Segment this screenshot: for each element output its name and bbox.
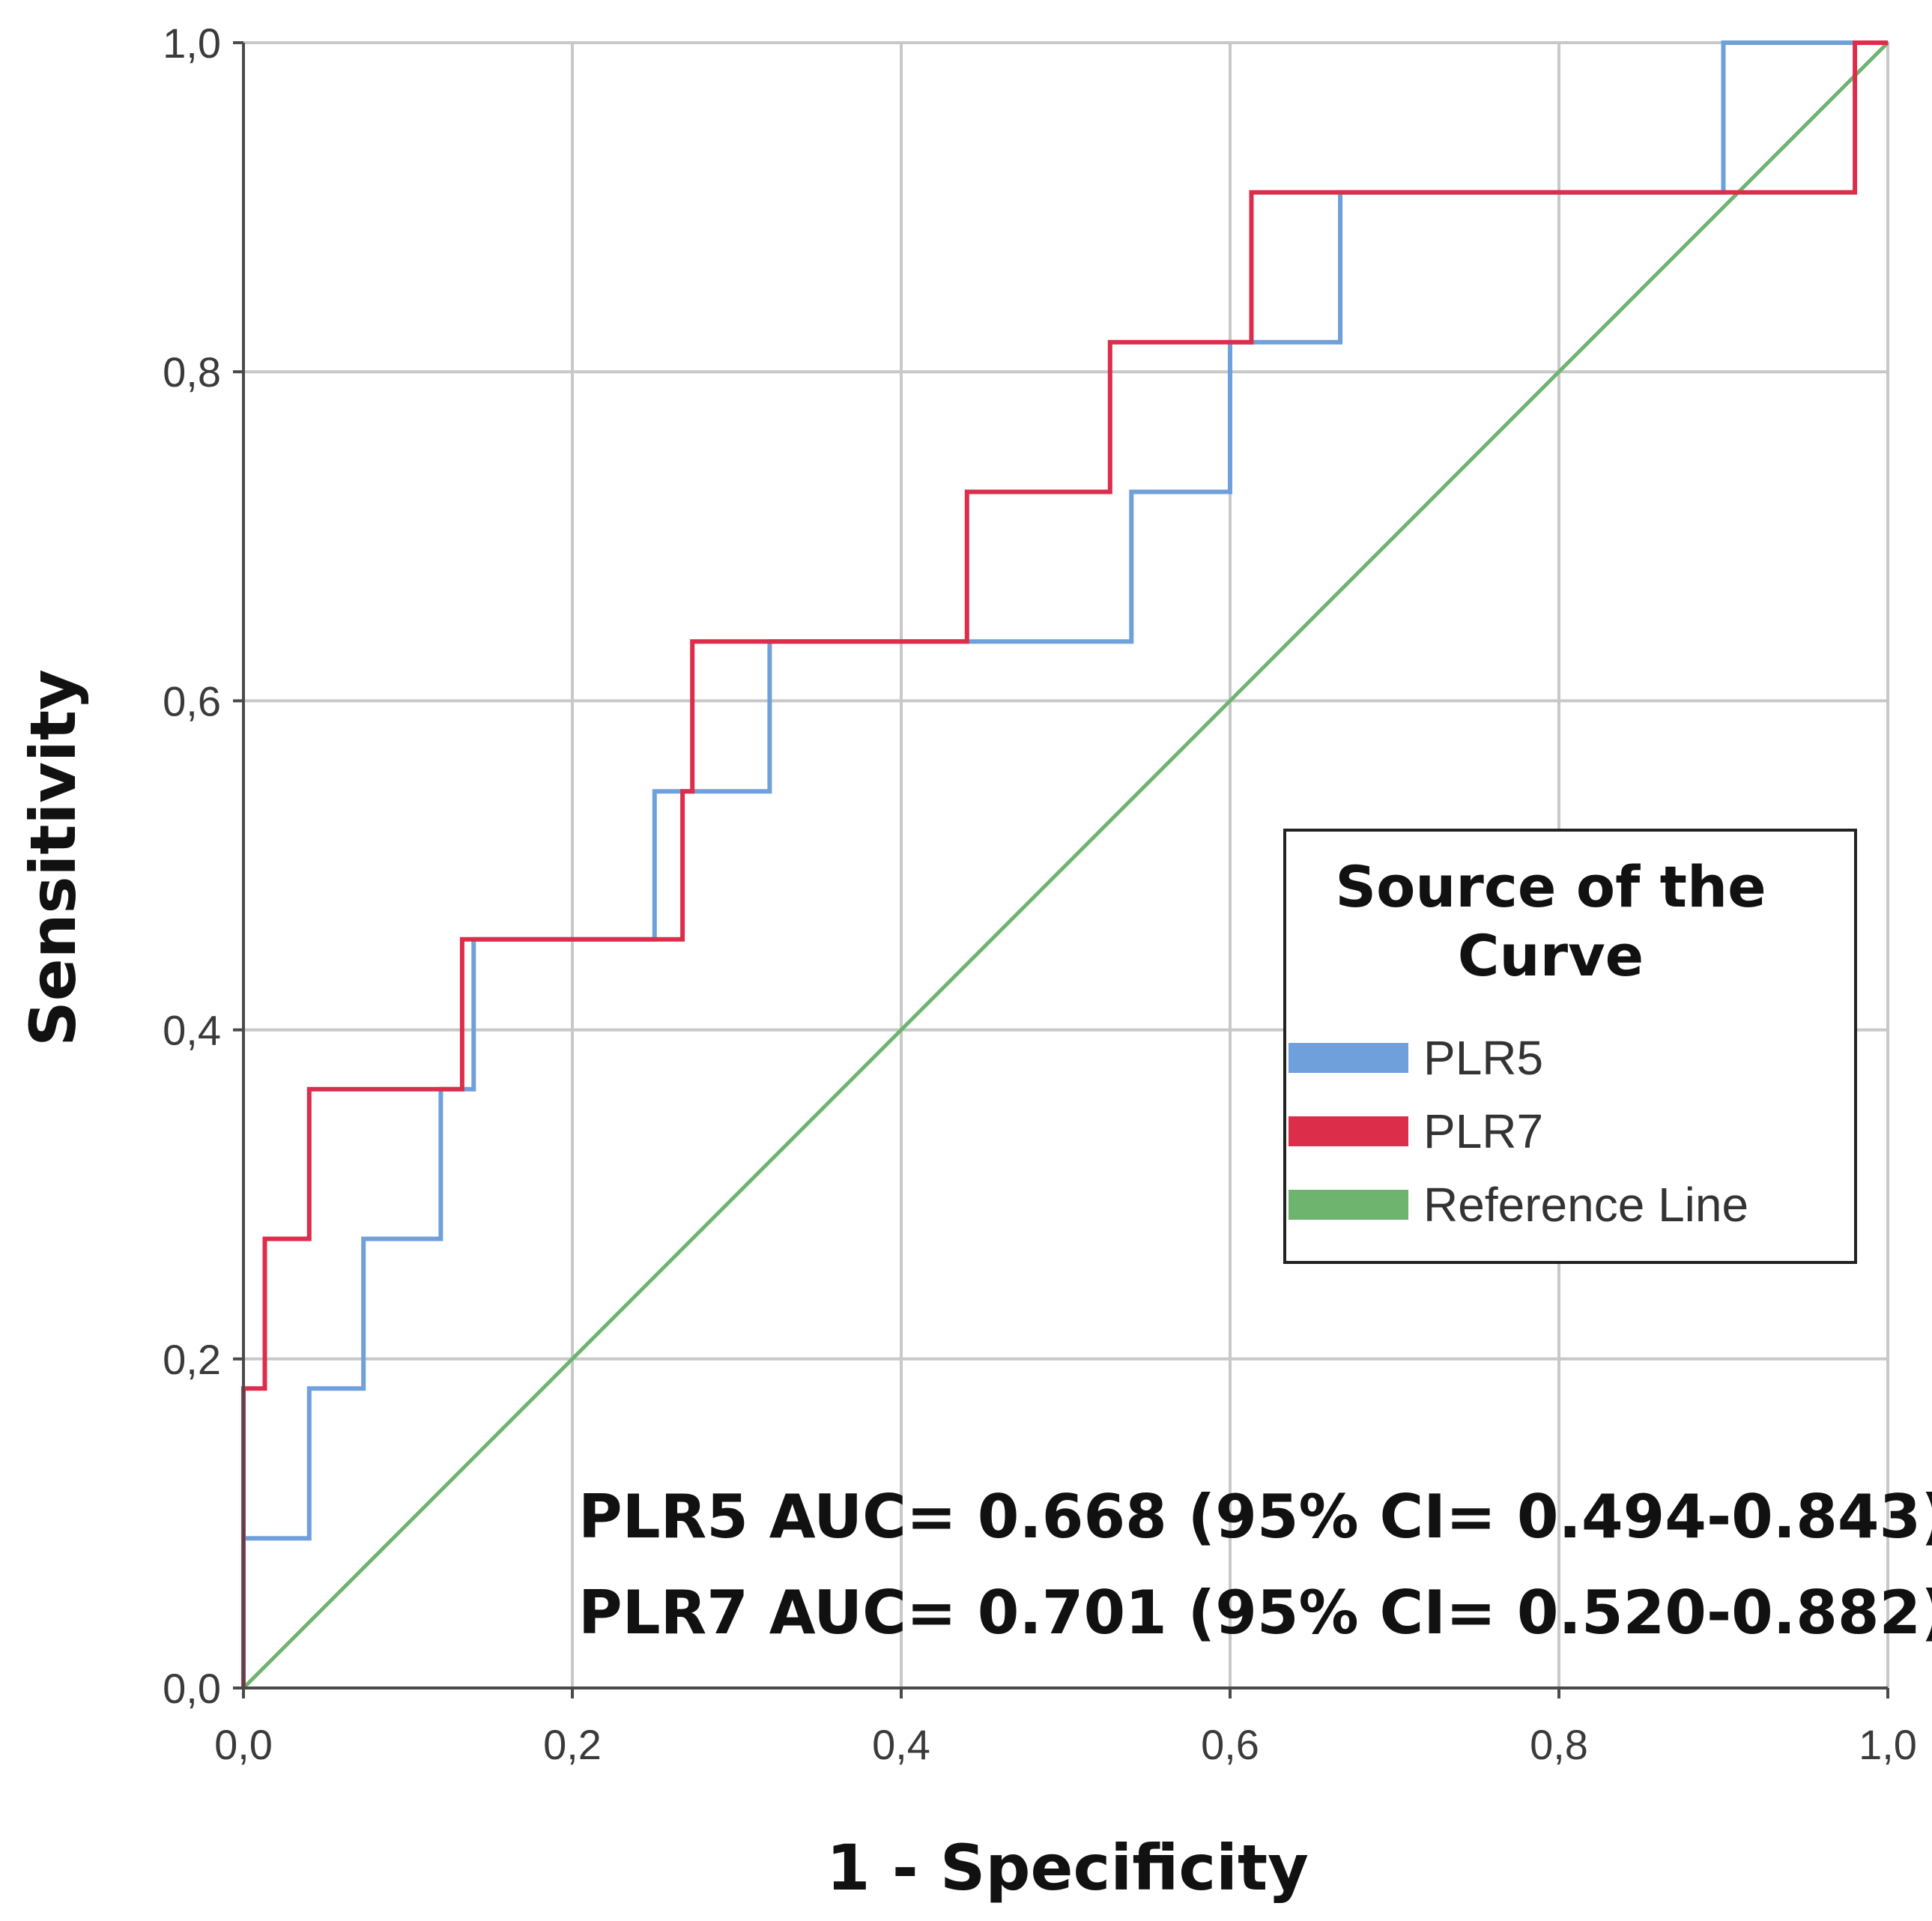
x-tick-labels: 0,0 0,2 0,4 0,6 0,8 1,0	[214, 1721, 1917, 1768]
grid	[242, 41, 1889, 1689]
x-tick-label: 0,4	[872, 1721, 930, 1768]
series-layer	[241, 40, 1889, 1689]
legend-swatch-reference-line	[1288, 1190, 1408, 1220]
axes	[233, 41, 1889, 1698]
legend-swatch-plr7	[1288, 1116, 1408, 1146]
series-line-plr7	[241, 40, 1888, 1688]
legend-label-plr5: PLR5	[1423, 1031, 1543, 1085]
x-tick-label: 0,2	[543, 1721, 602, 1768]
x-tick-label: 0,8	[1530, 1721, 1588, 1768]
annotation-plr5-auc: PLR5 AUC= 0.668 (95% CI= 0.494-0.843)	[578, 1482, 1932, 1552]
y-tick-label: 1,0	[163, 19, 221, 67]
x-axis-title: 1 - Specificity	[826, 1831, 1309, 1905]
x-tick-label: 1,0	[1859, 1721, 1917, 1768]
legend-title-line-2: Curve	[1458, 922, 1644, 989]
legend-title-line-1: Source of the	[1335, 853, 1766, 920]
y-tick-label: 0,6	[163, 677, 221, 724]
legend: Source of the Curve PLR5 PLR7 Reference Li…	[1283, 829, 1857, 1264]
y-tick-label: 0,2	[163, 1336, 221, 1383]
legend-label-plr7: PLR7	[1423, 1104, 1543, 1158]
legend-label-reference-line: Reference Line	[1423, 1178, 1748, 1232]
series-line-plr5	[241, 40, 1888, 1688]
legend-entries: PLR5 PLR7 Reference Line	[1288, 1031, 1748, 1232]
annotation-plr7-auc: PLR7 AUC= 0.701 (95% CI= 0.520-0.882)	[578, 1578, 1932, 1648]
x-tick-label: 0,6	[1201, 1721, 1259, 1768]
y-tick-label: 0,0	[163, 1665, 221, 1712]
y-axis-title: Sensitivity	[16, 669, 90, 1046]
y-tick-label: 0,8	[163, 348, 221, 396]
y-tick-labels: 0,0 0,2 0,4 0,6 0,8 1,0	[163, 19, 221, 1712]
legend-swatch-plr5	[1288, 1043, 1408, 1073]
x-tick-label: 0,0	[214, 1721, 273, 1768]
series-line-reference-line	[242, 41, 1889, 1689]
y-tick-label: 0,4	[163, 1007, 221, 1054]
